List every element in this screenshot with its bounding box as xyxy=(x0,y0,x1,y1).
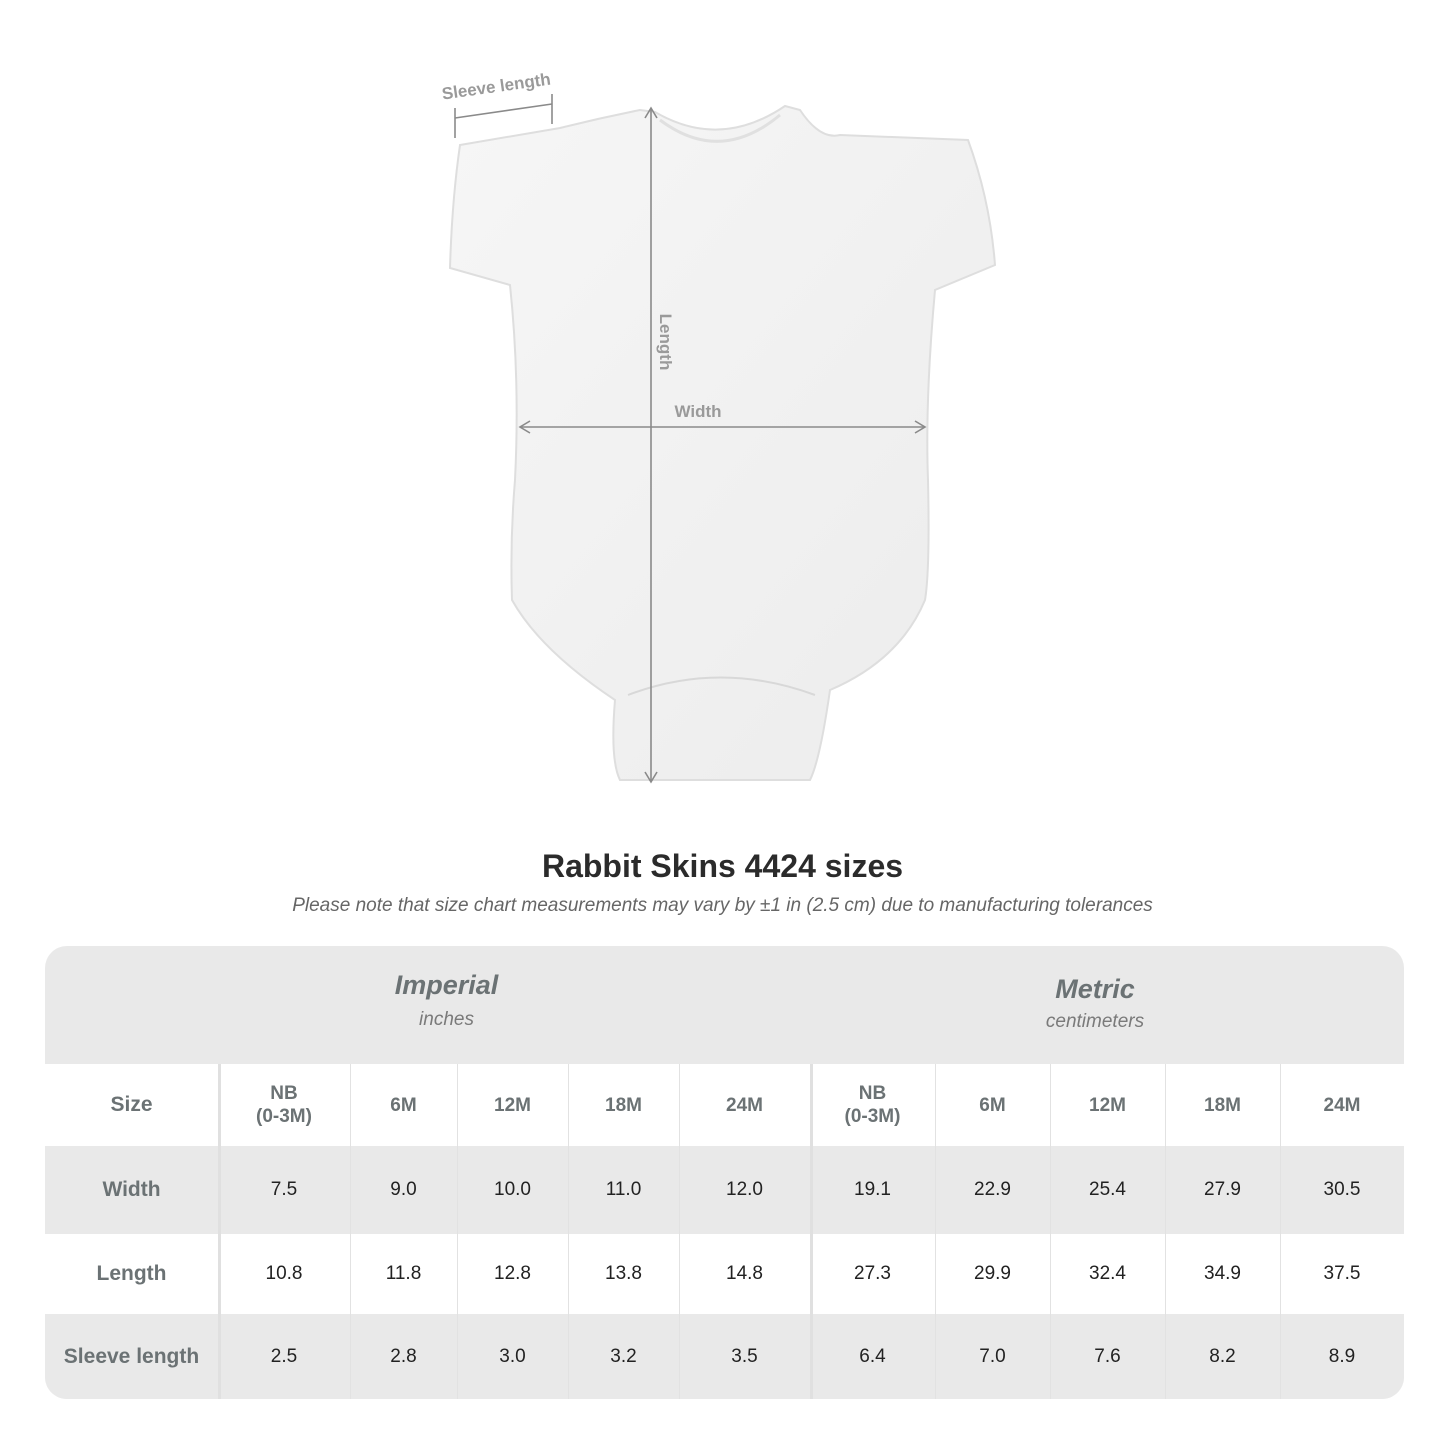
table-cell: 34.9 xyxy=(1204,1263,1241,1284)
table-cell: 10.8 xyxy=(265,1263,303,1284)
table-cell: 10.0 xyxy=(494,1179,531,1200)
bodysuit-diagram: Sleeve length Length Width xyxy=(441,70,997,784)
table-cell: 9.0 xyxy=(390,1179,417,1200)
table-cell: 27.3 xyxy=(854,1263,891,1284)
table-cell: 12.8 xyxy=(494,1263,531,1284)
table-row xyxy=(45,1314,1404,1399)
row-label: Width xyxy=(102,1178,161,1201)
column-divider xyxy=(679,1064,680,1399)
table-cell: 6.4 xyxy=(859,1345,886,1367)
column-divider xyxy=(810,1064,813,1399)
sleeve-length-label: Sleeve length xyxy=(441,70,552,104)
metric-header: Metric centimeters xyxy=(810,946,1380,1064)
table-cell: 32.4 xyxy=(1089,1263,1126,1284)
table-cell: 11.8 xyxy=(385,1263,422,1284)
column-divider xyxy=(350,1064,351,1399)
table-cell: 14.8 xyxy=(726,1263,763,1284)
size-column-header: NB (0-3M) xyxy=(256,1083,312,1127)
size-column-header: 24M xyxy=(1323,1094,1361,1116)
length-label: Length xyxy=(656,314,675,371)
page-title: Rabbit Skins 4424 sizes xyxy=(541,848,904,884)
size-column-header: 12M xyxy=(1089,1094,1126,1116)
size-column-header: 6M xyxy=(979,1094,1006,1116)
tolerance-note: Please note that size chart measurements… xyxy=(292,895,1153,916)
table-cell: 7.5 xyxy=(270,1179,298,1200)
column-divider xyxy=(457,1064,458,1399)
table-cell: 3.2 xyxy=(610,1345,637,1367)
table-cell: 12.0 xyxy=(726,1179,763,1200)
bodysuit-image xyxy=(448,104,997,781)
column-divider xyxy=(1165,1064,1166,1399)
size-table: Imperial inches Metric centimeters Size N… xyxy=(45,946,1404,1399)
size-header: Size xyxy=(110,1093,153,1116)
table-cell: 19.1 xyxy=(854,1179,891,1200)
column-divider xyxy=(935,1064,936,1399)
size-column-header: NB (0-3M) xyxy=(844,1083,901,1127)
measure-lines xyxy=(454,94,927,784)
size-column-header: 12M xyxy=(494,1094,531,1116)
imperial-unit: inches xyxy=(419,1009,474,1030)
width-label: Width xyxy=(674,402,721,421)
table-cell: 8.2 xyxy=(1209,1345,1236,1367)
column-divider xyxy=(1050,1064,1051,1399)
table-cell: 3.0 xyxy=(499,1345,526,1367)
size-column-header: 18M xyxy=(1204,1094,1241,1116)
table-cell: 8.9 xyxy=(1328,1345,1356,1367)
column-divider xyxy=(1280,1064,1281,1399)
table-cell: 29.9 xyxy=(974,1263,1011,1284)
column-divider xyxy=(568,1064,569,1399)
table-cell: 27.9 xyxy=(1204,1179,1241,1200)
table-cell: 7.0 xyxy=(979,1345,1006,1367)
imperial-title: Imperial xyxy=(394,970,499,1000)
table-cell: 3.5 xyxy=(731,1345,758,1367)
size-column-header: 6M xyxy=(390,1094,417,1116)
table-cell: 22.9 xyxy=(974,1179,1011,1200)
table-cell: 30.5 xyxy=(1323,1179,1361,1200)
metric-unit: centimeters xyxy=(1045,1011,1145,1032)
table-cell: 37.5 xyxy=(1323,1263,1361,1284)
row-label: Length xyxy=(96,1262,167,1285)
table-cell: 2.5 xyxy=(270,1345,298,1367)
table-row xyxy=(45,1064,1404,1146)
metric-title: Metric xyxy=(1055,974,1135,1004)
table-cell: 7.6 xyxy=(1094,1345,1121,1367)
table-row xyxy=(45,1234,1404,1314)
table-cell: 13.8 xyxy=(605,1263,642,1284)
imperial-header: Imperial inches xyxy=(218,946,675,1064)
column-divider xyxy=(218,1064,221,1399)
row-label: Sleeve length xyxy=(63,1344,200,1368)
table-cell: 25.4 xyxy=(1089,1179,1126,1200)
table-row xyxy=(45,1146,1404,1234)
size-column-header: 24M xyxy=(726,1094,763,1116)
table-cell: 11.0 xyxy=(605,1179,642,1200)
table-cell: 2.8 xyxy=(390,1345,417,1367)
size-column-header: 18M xyxy=(605,1094,642,1116)
